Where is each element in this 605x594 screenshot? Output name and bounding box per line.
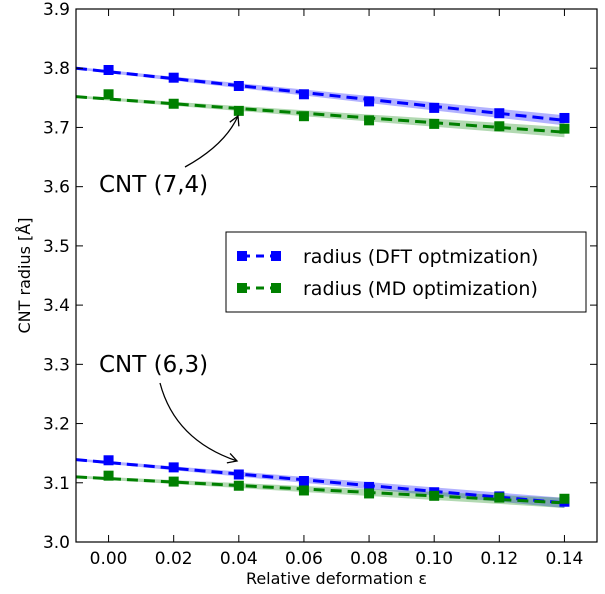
data-point [233,80,244,91]
data-point [233,105,244,116]
y-tick-label: 3.1 [43,474,70,494]
annotation-arrow [159,382,239,464]
data-point [559,493,570,504]
data-point [233,469,244,480]
fit-line [75,458,565,505]
data-point [364,488,375,499]
data-point [364,96,375,107]
y-tick-label: 3.3 [43,355,70,375]
y-axis-label: CNT radius [Å] [15,218,34,334]
x-tick-label: 0.12 [480,549,518,569]
x-tick-labels: 0.00 0.02 0.04 0.06 0.08 0.10 0.12 0.14 [90,549,584,569]
y-tick-labels: 3.0 3.1 3.2 3.3 3.4 3.5 3.6 3.7 3.8 3.9 [43,0,70,553]
data-point [298,476,309,487]
annotation-arrow [184,114,240,168]
y-tick-label: 3.5 [43,237,70,257]
fit-line [75,66,565,122]
y-tick-label: 3.8 [43,59,70,79]
data-point [429,118,440,129]
data-point [103,470,114,481]
data-point [168,462,179,473]
legend-marker [271,251,281,261]
y-tick-label: 3.0 [43,533,70,553]
x-tick-label: 0.10 [415,549,453,569]
data-point [364,115,375,126]
data-point [233,480,244,491]
data-point [298,111,309,122]
data-point [298,485,309,496]
data-point [168,476,179,487]
legend-marker [237,251,247,261]
x-tick-label: 0.06 [285,549,323,569]
legend-label: radius (DFT optmization) [303,246,538,268]
fit-line [75,95,565,134]
data-point [168,72,179,83]
y-tick-label: 3.4 [43,296,70,316]
data-point [494,108,505,119]
data-point [559,123,570,134]
annotations: CNT (7,4) CNT (6,3) [99,114,240,464]
data-point [494,492,505,503]
x-tick-label: 0.02 [155,549,193,569]
fit-lines [75,66,565,505]
legend: radius (DFT optmization) radius (MD optim… [225,231,587,313]
x-tick-label: 0.08 [350,549,388,569]
plot-frame [75,8,598,543]
data-points [103,64,570,507]
x-tick-label: 0.14 [546,549,584,569]
legend-marker [271,283,281,293]
x-tick-label: 0.04 [220,549,258,569]
data-point [103,64,114,75]
data-point [364,481,375,492]
data-point [559,112,570,123]
legend-label: radius (MD optimization) [303,278,538,300]
x-tick-label: 0.00 [90,549,128,569]
y-tick-label: 3.9 [43,0,70,20]
fit-line [75,475,565,505]
x-axis-label: Relative deformation ε [246,569,427,588]
data-point [298,89,309,100]
data-point [429,490,440,501]
legend-box [225,231,587,313]
y-tick-label: 3.7 [43,118,70,138]
data-point [429,102,440,113]
annotation-label: CNT (7,4) [99,172,208,198]
y-tick-label: 3.2 [43,415,70,435]
y-tick-label: 3.6 [43,178,70,198]
data-point [168,98,179,109]
data-point [494,121,505,132]
data-point [103,455,114,466]
annotation-label: CNT (6,3) [99,352,208,378]
axis-ticks [76,8,597,543]
legend-marker [237,283,247,293]
data-point [103,89,114,100]
